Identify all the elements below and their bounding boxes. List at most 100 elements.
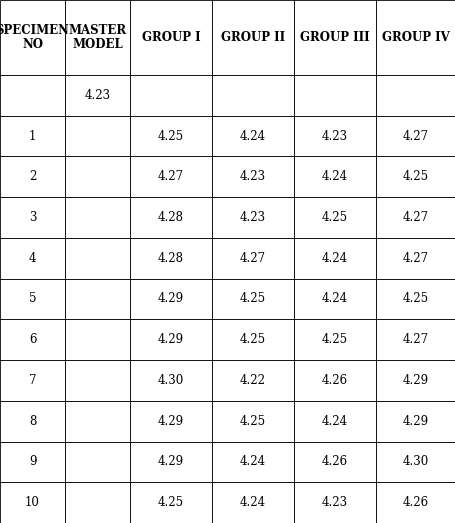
Bar: [376, 441, 455, 482]
Text: 4.25: 4.25: [322, 211, 348, 224]
Bar: [65, 320, 130, 360]
Text: 4.29: 4.29: [158, 415, 184, 428]
Bar: [294, 279, 376, 320]
Bar: [212, 441, 294, 482]
Bar: [212, 482, 294, 523]
Text: 4.25: 4.25: [322, 333, 348, 346]
Bar: [0, 75, 65, 116]
Bar: [65, 197, 130, 238]
Text: 4.26: 4.26: [322, 374, 348, 387]
Text: 3: 3: [29, 211, 36, 224]
Text: 4.24: 4.24: [322, 292, 348, 305]
Text: 4.24: 4.24: [240, 130, 266, 143]
Bar: [212, 360, 294, 401]
Text: 4.23: 4.23: [85, 89, 111, 102]
Bar: [0, 0, 65, 75]
Bar: [0, 482, 65, 523]
Text: GROUP IV: GROUP IV: [382, 31, 450, 44]
Text: 4.29: 4.29: [158, 333, 184, 346]
Bar: [0, 197, 65, 238]
Bar: [0, 156, 65, 197]
Bar: [376, 75, 455, 116]
Bar: [65, 238, 130, 279]
Bar: [130, 279, 212, 320]
Bar: [212, 279, 294, 320]
Bar: [212, 75, 294, 116]
Bar: [376, 116, 455, 156]
Text: 9: 9: [29, 456, 36, 469]
Bar: [130, 238, 212, 279]
Text: 10: 10: [25, 496, 40, 509]
Bar: [0, 441, 65, 482]
Text: 4.27: 4.27: [240, 252, 266, 265]
Bar: [376, 0, 455, 75]
Text: 8: 8: [29, 415, 36, 428]
Bar: [294, 156, 376, 197]
Bar: [0, 238, 65, 279]
Text: 4.25: 4.25: [240, 333, 266, 346]
Text: 7: 7: [29, 374, 36, 387]
Bar: [212, 401, 294, 441]
Text: 4.25: 4.25: [402, 170, 429, 184]
Text: 4.23: 4.23: [322, 496, 348, 509]
Bar: [65, 279, 130, 320]
Text: 1: 1: [29, 130, 36, 143]
Bar: [0, 401, 65, 441]
Bar: [65, 401, 130, 441]
Bar: [294, 75, 376, 116]
Bar: [376, 238, 455, 279]
Text: 4.24: 4.24: [240, 496, 266, 509]
Text: GROUP III: GROUP III: [300, 31, 370, 44]
Text: 4.23: 4.23: [240, 211, 266, 224]
Text: 4.27: 4.27: [158, 170, 184, 184]
Text: 6: 6: [29, 333, 36, 346]
Bar: [294, 197, 376, 238]
Bar: [130, 320, 212, 360]
Bar: [130, 0, 212, 75]
Text: GROUP I: GROUP I: [142, 31, 200, 44]
Bar: [294, 441, 376, 482]
Text: 4.29: 4.29: [402, 374, 429, 387]
Text: 4.30: 4.30: [158, 374, 184, 387]
Text: 5: 5: [29, 292, 36, 305]
Bar: [294, 0, 376, 75]
Bar: [0, 116, 65, 156]
Bar: [376, 279, 455, 320]
Bar: [65, 482, 130, 523]
Bar: [294, 320, 376, 360]
Bar: [376, 156, 455, 197]
Text: 4.29: 4.29: [402, 415, 429, 428]
Text: 4.24: 4.24: [240, 456, 266, 469]
Bar: [130, 75, 212, 116]
Text: 4.22: 4.22: [240, 374, 266, 387]
Bar: [65, 360, 130, 401]
Bar: [65, 156, 130, 197]
Text: 4.25: 4.25: [240, 415, 266, 428]
Bar: [130, 482, 212, 523]
Bar: [130, 441, 212, 482]
Text: 4.25: 4.25: [240, 292, 266, 305]
Bar: [65, 441, 130, 482]
Bar: [212, 197, 294, 238]
Text: 2: 2: [29, 170, 36, 184]
Bar: [376, 401, 455, 441]
Text: 4.25: 4.25: [402, 292, 429, 305]
Bar: [130, 197, 212, 238]
Bar: [376, 197, 455, 238]
Text: 4.29: 4.29: [158, 292, 184, 305]
Text: MASTER
MODEL: MASTER MODEL: [68, 24, 126, 51]
Text: 4.30: 4.30: [402, 456, 429, 469]
Text: GROUP II: GROUP II: [221, 31, 285, 44]
Text: 4.25: 4.25: [158, 130, 184, 143]
Bar: [130, 156, 212, 197]
Text: 4.26: 4.26: [402, 496, 429, 509]
Bar: [376, 360, 455, 401]
Bar: [294, 238, 376, 279]
Bar: [294, 401, 376, 441]
Bar: [212, 0, 294, 75]
Text: 4.26: 4.26: [322, 456, 348, 469]
Text: 4.28: 4.28: [158, 252, 184, 265]
Bar: [212, 156, 294, 197]
Bar: [0, 279, 65, 320]
Bar: [212, 238, 294, 279]
